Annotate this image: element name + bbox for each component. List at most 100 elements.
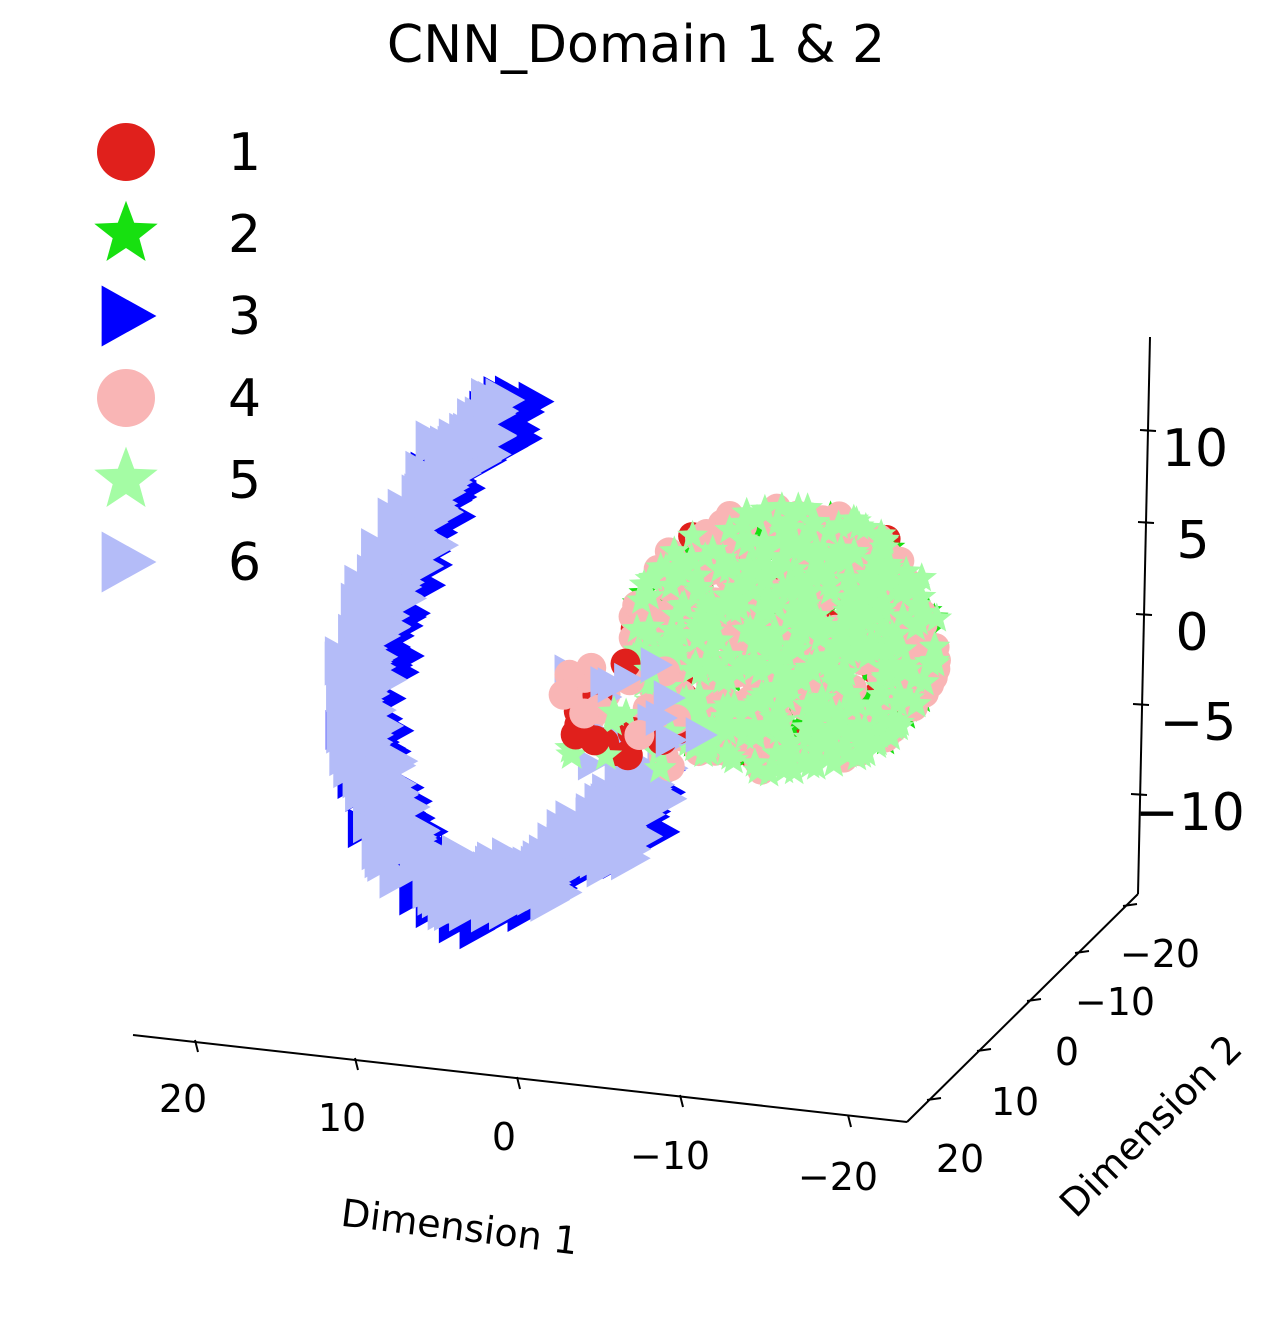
point-series-6 [611,836,651,881]
point-series-5 [850,512,882,542]
point-series-5 [832,738,863,768]
point-series-6 [406,829,447,874]
point-series-5 [727,523,759,553]
y-tick-mark [1026,998,1042,1002]
point-series-5 [680,648,711,678]
y-tick-label: −20 [1120,932,1200,976]
point-series-6 [640,647,673,683]
x-tick-label: 0 [492,1115,516,1159]
x-tick-label: 10 [318,1096,366,1140]
chart-title: CNN_Domain 1 & 2 [387,15,885,75]
point-series-5 [832,595,863,625]
point-series-5 [621,613,653,643]
point-series-5 [810,725,842,755]
point-series-5 [873,551,905,581]
point-series-6 [347,718,387,763]
legend-marker [97,369,155,427]
legend-label: 4 [228,369,261,429]
point-series-5 [832,562,864,592]
point-series-5 [622,634,653,664]
point-series-5 [814,613,846,643]
x-tick-label: −10 [630,1134,710,1178]
y-axis-label: Dimension 2 [1051,1026,1251,1226]
point-series-5 [794,749,826,779]
point-series-5 [691,596,723,626]
point-series-5 [850,566,882,596]
point-series-5 [788,537,820,567]
point-series-5 [767,704,799,734]
point-series-5 [909,666,940,696]
point-series-4 [548,679,579,710]
point-series-5 [749,525,780,555]
point-series-5 [804,622,836,652]
z-tick-mark [1132,703,1150,706]
x-tick-mark [847,1114,852,1128]
point-series-5 [870,651,901,681]
legend-marker [101,285,157,347]
point-series-5 [782,496,814,526]
point-series-5 [750,561,781,591]
point-series-5 [609,697,643,729]
point-series-5 [864,571,895,601]
z-tick-mark [1130,793,1148,796]
point-series-6 [364,834,405,879]
legend-label: 6 [228,533,261,593]
point-series-5 [713,639,744,670]
point-series-6 [433,460,473,505]
point-series-5 [876,564,907,594]
point-series-5 [841,618,872,648]
point-series-5 [863,698,894,729]
point-series-6 [574,813,614,858]
legend-label: 5 [228,451,261,511]
y-tick-mark [1122,903,1138,907]
point-series-5 [799,506,831,536]
point-series-5 [794,513,826,543]
y-tick-label: 20 [936,1137,984,1181]
legend-marker [94,446,158,507]
point-series-5 [882,687,914,717]
z-tick-label: −10 [1135,783,1245,843]
data-points [324,375,953,950]
point-series-5 [900,589,932,619]
point-series-5 [875,721,907,751]
point-series-5 [850,585,881,615]
point-series-5 [646,635,678,665]
point-series-5 [742,687,773,717]
point-series-5 [768,754,800,784]
point-series-5 [830,545,861,575]
point-series-5 [837,692,868,722]
point-series-5 [791,588,822,618]
point-series-1 [579,725,610,756]
point-series-5 [838,536,870,566]
point-series-5 [767,572,799,602]
point-series-6 [510,869,551,914]
legend-label: 2 [228,205,261,265]
point-series-5 [751,578,783,608]
point-series-5 [597,695,631,727]
point-series-5 [659,535,690,565]
point-series-5 [782,575,814,605]
point-series-5 [670,683,702,713]
point-series-5 [628,568,660,598]
point-series-6 [436,883,476,928]
point-series-5 [683,576,715,606]
point-series-5 [725,708,757,738]
point-series-5 [701,649,732,679]
point-series-5 [703,624,734,654]
point-series-5 [850,733,881,763]
point-series-5 [884,677,915,707]
point-series-5 [738,652,769,682]
point-series-5 [771,682,802,713]
point-series-5 [817,713,849,743]
point-series-5 [808,696,840,726]
point-series-5 [861,729,893,759]
point-series-5 [747,625,779,655]
point-series-5 [732,693,764,723]
point-series-5 [626,584,657,614]
point-series-5 [664,618,695,648]
point-series-5 [666,590,698,620]
point-series-5 [801,644,832,674]
point-series-5 [658,642,689,672]
point-series-6 [437,425,478,470]
